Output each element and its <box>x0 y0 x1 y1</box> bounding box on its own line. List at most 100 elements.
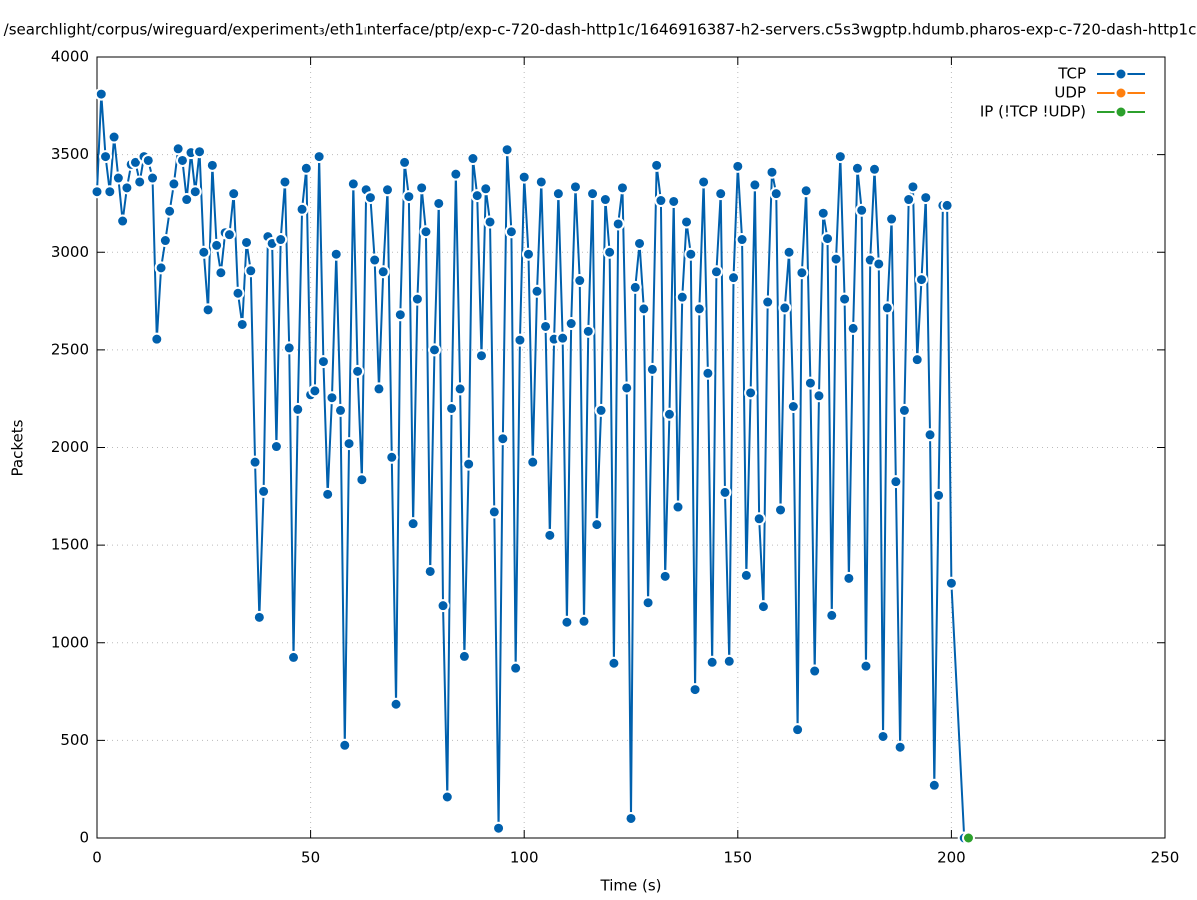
data-point <box>573 274 587 288</box>
data-point <box>684 247 698 261</box>
data-point <box>291 402 305 416</box>
data-point <box>440 790 454 804</box>
data-point <box>389 697 403 711</box>
data-point <box>316 355 330 369</box>
y-tick-label: 3500 <box>51 145 89 163</box>
data-point <box>150 332 164 346</box>
data-point <box>449 167 463 181</box>
data-point <box>368 253 382 267</box>
data-point <box>701 366 715 380</box>
data-point <box>517 170 531 184</box>
data-point <box>116 214 130 228</box>
y-tick-label: 1000 <box>51 633 89 651</box>
data-point <box>175 153 189 167</box>
data-point <box>197 245 211 259</box>
data-point <box>897 403 911 417</box>
data-point <box>312 150 326 164</box>
data-point <box>611 217 625 231</box>
data-point <box>111 171 125 185</box>
data-point <box>154 261 168 275</box>
data-point <box>415 181 429 195</box>
data-point <box>393 308 407 322</box>
data-point <box>833 150 847 164</box>
data-point <box>235 317 249 331</box>
data-point <box>615 181 629 195</box>
data-point <box>338 738 352 752</box>
data-point <box>821 232 835 246</box>
data-point <box>146 171 160 185</box>
data-point <box>577 614 591 628</box>
data-point <box>782 245 796 259</box>
data-point <box>504 225 518 239</box>
data-point <box>244 264 258 278</box>
data-point <box>658 569 672 583</box>
data-point <box>748 178 762 192</box>
data-point <box>248 455 262 469</box>
data-point <box>568 180 582 194</box>
x-axis-label: Time (s) <box>600 877 662 895</box>
data-point <box>876 729 890 743</box>
data-point <box>474 349 488 363</box>
y-tick-label: 500 <box>60 731 89 749</box>
data-point <box>479 182 493 196</box>
data-point <box>329 247 343 261</box>
data-point <box>436 599 450 613</box>
legend-point <box>1114 67 1128 81</box>
data-point <box>709 265 723 279</box>
data-point <box>539 319 553 333</box>
data-point <box>774 503 788 517</box>
data-point <box>727 271 741 285</box>
data-point <box>543 528 557 542</box>
data-point <box>556 331 570 345</box>
data-point <box>376 265 390 279</box>
data-point <box>744 386 758 400</box>
data-point <box>914 273 928 287</box>
x-tick-label: 200 <box>937 849 966 867</box>
data-point <box>846 321 860 335</box>
data-point <box>521 247 535 261</box>
data-point <box>761 295 775 309</box>
data-point <box>718 485 732 499</box>
y-tick-label: 4000 <box>51 48 89 66</box>
data-point <box>308 384 322 398</box>
data-point <box>803 376 817 390</box>
data-point <box>453 382 467 396</box>
y-tick-label: 3000 <box>51 243 89 261</box>
data-point <box>158 234 172 248</box>
data-point <box>927 778 941 792</box>
data-point <box>722 654 736 668</box>
data-point <box>513 333 527 347</box>
data-point <box>868 162 882 176</box>
x-tick-label: 50 <box>301 849 320 867</box>
data-point <box>205 158 219 172</box>
data-point <box>321 487 335 501</box>
data-point <box>799 184 813 198</box>
legend-point <box>1114 105 1128 119</box>
data-point <box>944 576 958 590</box>
data-point <box>402 190 416 204</box>
data-point <box>680 215 694 229</box>
data-point <box>586 187 600 201</box>
data-point <box>620 381 634 395</box>
data-point <box>496 432 510 446</box>
data-point <box>167 177 181 191</box>
data-point <box>705 655 719 669</box>
data-point <box>581 324 595 338</box>
data-point <box>325 391 339 405</box>
data-point <box>932 488 946 502</box>
data-point <box>786 399 800 413</box>
data-point <box>731 159 745 173</box>
y-tick-label: 0 <box>79 829 89 847</box>
data-point <box>752 512 766 526</box>
data-point <box>141 153 155 167</box>
legend-label: IP (!TCP !UDP) <box>980 103 1086 121</box>
data-point <box>880 301 894 315</box>
data-point <box>180 193 194 207</box>
data-point <box>406 517 420 531</box>
data-point <box>222 228 236 242</box>
data-point <box>334 403 348 417</box>
data-point <box>624 811 638 825</box>
legend-point <box>1114 86 1128 100</box>
data-point <box>735 233 749 247</box>
data-point <box>825 608 839 622</box>
